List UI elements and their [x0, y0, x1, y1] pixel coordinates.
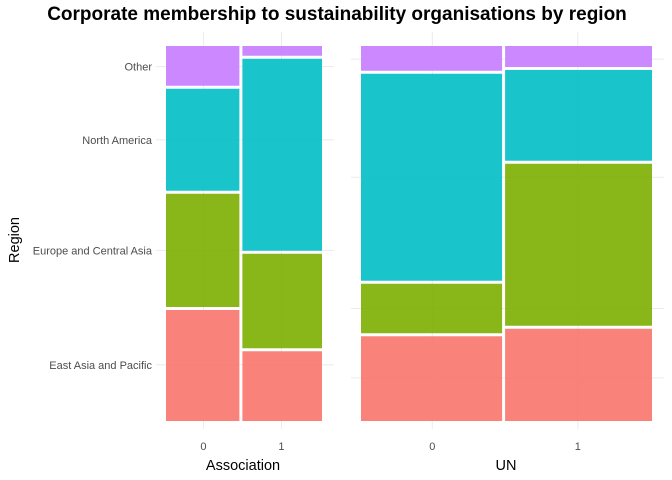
x-tick-label-association-1: 1 — [278, 441, 284, 453]
mosaic-tile-un-1-other — [505, 46, 652, 67]
mosaic-tile-association-0-europe-and-central-asia — [166, 193, 240, 307]
mosaic-tile-association-1-europe-and-central-asia — [242, 253, 322, 349]
mosaic-tile-association-1-other — [242, 46, 322, 56]
mosaic-tile-un-0-east-asia-and-pacific — [361, 336, 503, 421]
x-tick-label-un-0: 0 — [429, 441, 435, 453]
y-tick-label-north-america: North America — [82, 135, 153, 147]
mosaic-tile-association-1-north-america — [242, 58, 322, 251]
mosaic-tile-association-0-east-asia-and-pacific — [166, 310, 240, 421]
mosaic-tile-association-1-east-asia-and-pacific — [242, 351, 322, 421]
mosaic-tile-un-1-europe-and-central-asia — [505, 163, 652, 326]
y-axis-title: Region — [7, 217, 23, 263]
mosaic-tile-association-0-north-america — [166, 88, 240, 191]
mosaic-tile-un-1-east-asia-and-pacific — [505, 328, 652, 421]
mosaic-tile-un-0-other — [361, 46, 503, 71]
y-tick-label-europe-and-central-asia: Europe and Central Asia — [33, 245, 153, 257]
x-tick-label-association-0: 0 — [200, 441, 206, 453]
y-axis-ticks: East Asia and Pacific Europe and Central … — [33, 62, 153, 372]
x-axis-title-un: UN — [496, 458, 517, 474]
y-tick-label-other: Other — [124, 62, 152, 74]
mosaic-tile-un-1-north-america — [505, 70, 652, 161]
mosaic-tile-un-0-north-america — [361, 73, 503, 281]
x-axis-title-association: Association — [206, 458, 280, 474]
mosaic-tile-un-0-europe-and-central-asia — [361, 283, 503, 334]
chart-title: Corporate membership to sustainability o… — [47, 4, 627, 25]
y-tick-label-east-asia-and-pacific: East Asia and Pacific — [49, 360, 152, 372]
mosaic-tile-association-0-other — [166, 46, 240, 86]
x-tick-label-un-1: 1 — [575, 441, 581, 453]
